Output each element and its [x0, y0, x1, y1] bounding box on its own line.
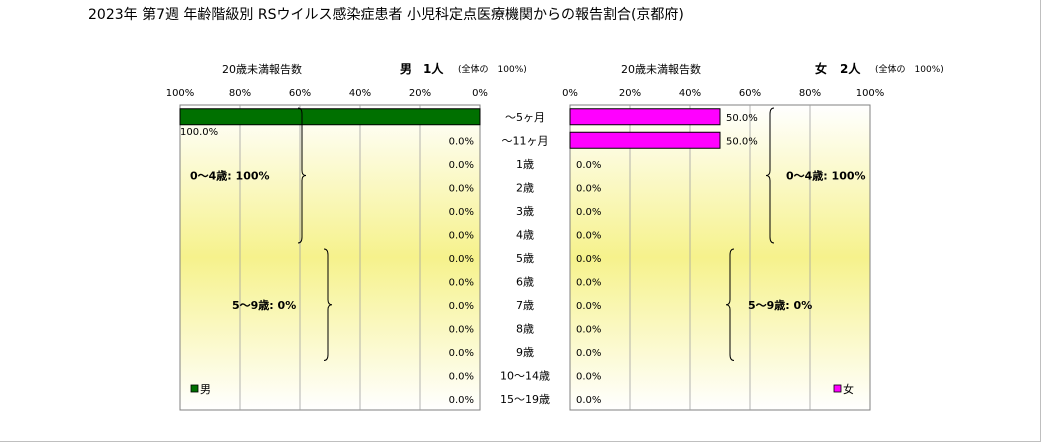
left-tick-label: 40% [349, 88, 371, 99]
category-label-1: ～11ヶ月 [502, 134, 549, 147]
right-value-label-7: 0.0% [576, 277, 601, 288]
left-tick-label: 20% [409, 88, 431, 99]
right-tick-label: 60% [739, 88, 761, 99]
category-label-11: 10～14歳 [500, 369, 550, 382]
left-value-label-6: 0.0% [449, 254, 474, 265]
left-total-note: (全体の 100%) [458, 63, 527, 75]
right-bar-0 [569, 108, 721, 126]
right-group-brace-1 [725, 248, 735, 361]
chart-title: 2023年 第7週 年齢階級別 RSウイルス感染症患者 小児科定点医療機関からの… [88, 6, 684, 23]
category-label-12: 15～19歳 [500, 393, 550, 406]
right-tick-label: 20% [619, 88, 641, 99]
right-group-label-0: 0～4歳: 100% [786, 169, 866, 183]
category-label-7: 6歳 [516, 275, 534, 288]
right-tick-label: 0% [562, 88, 578, 99]
right-caption: 20歳未満報告数 [621, 63, 701, 76]
left-tick-label: 0% [472, 88, 488, 99]
left-count-label: 1人 [423, 61, 444, 76]
right-panel: 0% 20% 40% 60% 80% 100%20歳未満報告数女 2人 (全体の 100%)5… [562, 61, 944, 411]
left-value-label-0: 100.0% [180, 127, 218, 138]
category-label-0: ～5ヶ月 [505, 111, 545, 124]
right-count-label: 2人 [840, 61, 861, 76]
left-bar-0 [179, 108, 481, 126]
left-plot-area [179, 104, 481, 411]
right-legend-label: 女 [843, 382, 854, 396]
left-value-label-5: 0.0% [449, 230, 474, 241]
category-label-10: 9歳 [516, 346, 534, 359]
left-value-label-9: 0.0% [449, 324, 474, 335]
left-legend-label: 男 [200, 383, 211, 396]
left-panel: 100% 80% 60% 40% 20% 0%20歳未満報告数男 1人 (全体の 100%)1… [166, 61, 527, 411]
category-label-6: 5歳 [516, 252, 534, 265]
right-legend-swatch [833, 384, 842, 393]
left-group-brace-0 [297, 107, 307, 244]
left-legend-swatch [190, 384, 199, 393]
left-value-label-4: 0.0% [449, 207, 474, 218]
left-value-label-8: 0.0% [449, 301, 474, 312]
right-total-note: (全体の 100%) [875, 63, 944, 75]
category-label-8: 7歳 [516, 299, 534, 312]
right-sex-label: 女 [815, 61, 827, 76]
left-value-label-11: 0.0% [449, 371, 474, 382]
right-value-label-10: 0.0% [576, 348, 601, 359]
left-group-brace-1 [323, 248, 333, 361]
right-value-label-3: 0.0% [576, 183, 601, 194]
left-value-label-2: 0.0% [449, 160, 474, 171]
right-value-label-8: 0.0% [576, 301, 601, 312]
right-value-label-4: 0.0% [576, 207, 601, 218]
right-group-label-1: 5～9歳: 0% [748, 298, 812, 312]
left-tick-label: 60% [289, 88, 311, 99]
left-value-label-3: 0.0% [449, 183, 474, 194]
right-value-label-6: 0.0% [576, 254, 601, 265]
category-label-9: 8歳 [516, 322, 534, 335]
right-plot-area [569, 104, 871, 411]
category-label-3: 2歳 [516, 181, 534, 194]
left-group-label-0: 0～4歳: 100% [190, 169, 270, 183]
right-value-label-1: 50.0% [726, 136, 758, 147]
left-caption: 20歳未満報告数 [222, 63, 302, 76]
left-tick-label: 80% [229, 88, 251, 99]
right-value-label-9: 0.0% [576, 324, 601, 335]
left-value-label-1: 0.0% [449, 136, 474, 147]
right-tick-label: 40% [679, 88, 701, 99]
category-label-4: 3歳 [516, 205, 534, 218]
left-tick-label: 100% [166, 88, 195, 99]
right-value-label-2: 0.0% [576, 160, 601, 171]
right-bar-1 [569, 131, 721, 149]
right-value-label-0: 50.0% [726, 113, 758, 124]
left-group-label-1: 5～9歳: 0% [232, 298, 296, 312]
category-label-2: 1歳 [516, 158, 534, 171]
right-value-label-12: 0.0% [576, 395, 601, 406]
left-value-label-10: 0.0% [449, 348, 474, 359]
left-value-label-12: 0.0% [449, 395, 474, 406]
right-tick-label: 80% [799, 88, 821, 99]
category-label-5: 4歳 [516, 228, 534, 241]
right-value-label-5: 0.0% [576, 230, 601, 241]
left-value-label-7: 0.0% [449, 277, 474, 288]
right-value-label-11: 0.0% [576, 371, 601, 382]
right-tick-label: 100% [856, 88, 885, 99]
right-group-brace-0 [765, 107, 775, 244]
left-sex-label: 男 [400, 62, 412, 76]
